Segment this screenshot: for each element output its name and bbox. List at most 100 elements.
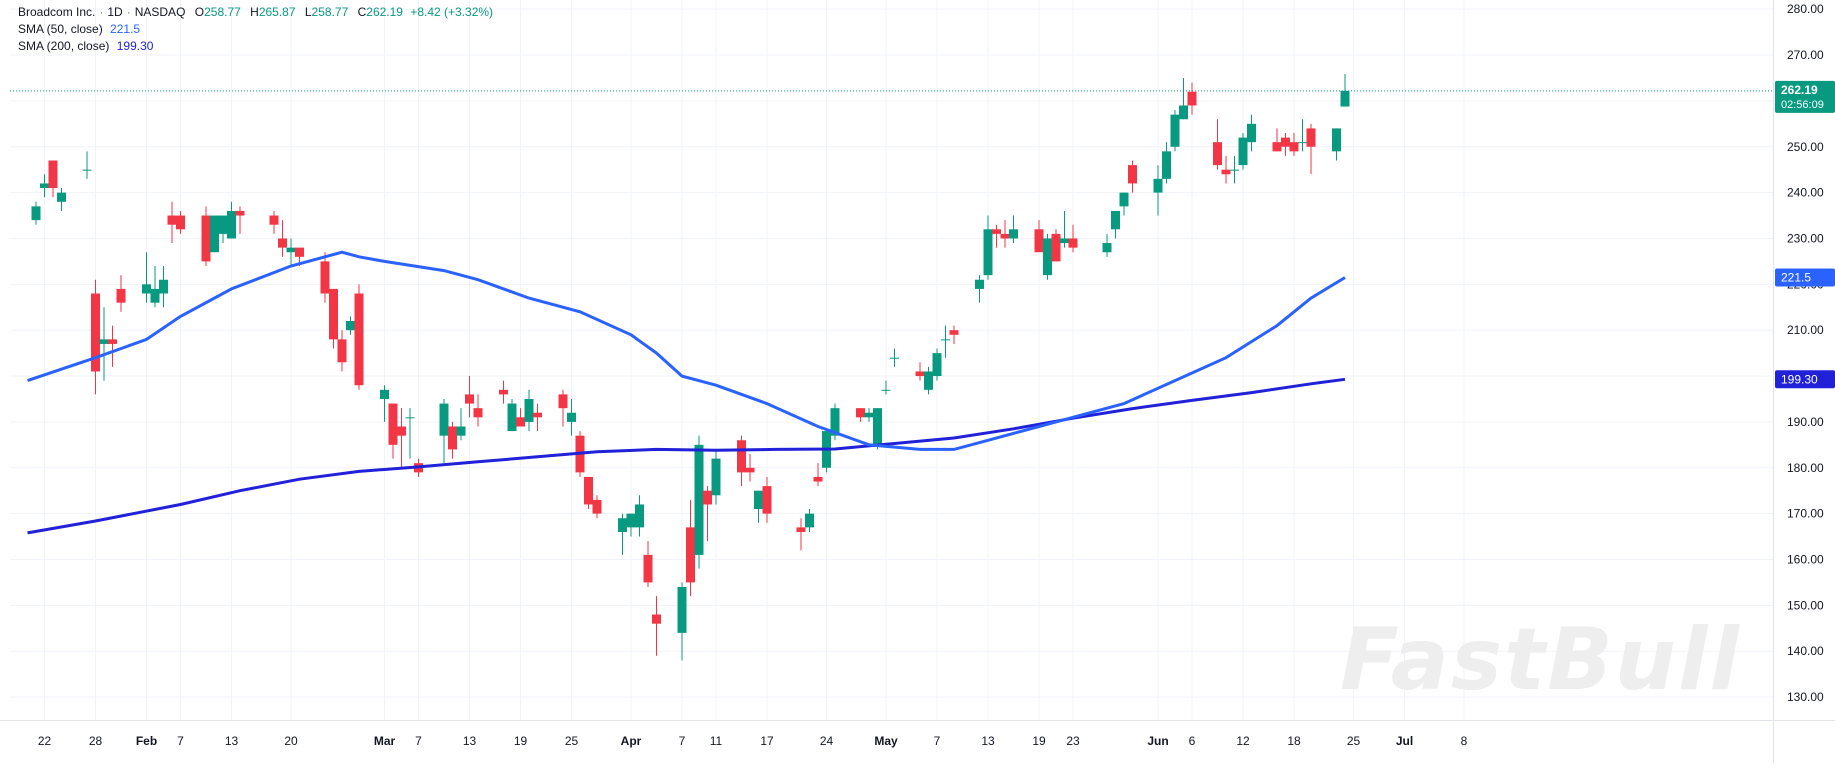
- sma50-tag-text: 221.5: [1781, 270, 1811, 284]
- candle-body-up: [346, 321, 355, 331]
- candle-body-down: [856, 408, 865, 418]
- legend-sma50-row[interactable]: SMA (50, close) 221.5: [18, 21, 493, 38]
- candle-body-down: [949, 330, 959, 335]
- y-tick-label: 170.00: [1787, 507, 1824, 521]
- candle-body-up: [983, 229, 993, 276]
- x-tick-label: Apr: [621, 734, 642, 748]
- x-tick-label: 19: [1032, 734, 1046, 748]
- x-tick-label: 7: [415, 734, 422, 748]
- candle-body-up: [873, 408, 882, 445]
- candle-body-down: [737, 440, 746, 473]
- candle-body-down: [269, 215, 279, 225]
- x-tick-label: Mar: [374, 734, 396, 748]
- candle-body-down: [745, 467, 755, 473]
- candle-body-up: [881, 389, 891, 391]
- candle-body-down: [448, 426, 457, 450]
- candle-body-up: [677, 587, 687, 633]
- y-tick-label: 230.00: [1787, 231, 1824, 245]
- sma200-line: [27, 377, 1346, 535]
- sma200-value: 199.30: [116, 39, 154, 53]
- candle-body-up: [40, 183, 49, 189]
- candle-body-down: [91, 293, 100, 372]
- y-tick-label: 270.00: [1787, 48, 1824, 62]
- candle-body-down: [1187, 91, 1197, 106]
- candle-body-up: [218, 215, 228, 234]
- candle-body-down: [278, 238, 287, 248]
- candle-body-up: [1179, 105, 1188, 120]
- candle-body-down: [176, 215, 185, 230]
- candle-body-up: [830, 408, 840, 436]
- close-label: C: [357, 5, 367, 19]
- candle-body-up: [567, 412, 576, 422]
- y-tick-label: 210.00: [1787, 323, 1824, 337]
- candle-body-down: [762, 486, 772, 514]
- change-value: +8.42 (+3.32%): [410, 5, 494, 19]
- candle-body-up: [507, 403, 517, 432]
- candle-body-down: [337, 339, 347, 363]
- x-tick-label: 24: [820, 734, 834, 748]
- price-tags: 221.5 199.30 262.19 02:56:09: [1775, 80, 1835, 389]
- legend-sma200-row[interactable]: SMA (200, close) 199.30: [18, 38, 493, 55]
- candle-body-up: [1238, 137, 1248, 166]
- candle-body-down: [1128, 165, 1137, 184]
- candle-body-up: [805, 513, 814, 528]
- candle-body-up: [626, 513, 636, 528]
- x-tick-label: 8: [1461, 734, 1468, 748]
- y-tick-label: 250.00: [1787, 140, 1824, 154]
- candle-body-up: [694, 444, 704, 555]
- y-tick-label: 160.00: [1787, 552, 1824, 566]
- sma200-tag-text: 199.30: [1781, 372, 1818, 386]
- sma200-label: SMA (200, close): [18, 39, 110, 53]
- x-tick-label: 13: [463, 734, 477, 748]
- x-tick-label: 12: [1236, 734, 1250, 748]
- grid-lines: [10, 0, 1773, 720]
- candle-body-up: [924, 371, 933, 390]
- x-tick-label: 25: [1347, 734, 1361, 748]
- low-label: L: [304, 5, 312, 19]
- candle-body-up: [82, 169, 92, 171]
- y-tick-label: 190.00: [1787, 415, 1824, 429]
- y-tick-label: 280.00: [1787, 2, 1824, 16]
- x-tick-label: 28: [89, 734, 103, 748]
- x-tick-label: Jul: [1396, 734, 1413, 748]
- x-tick-label: 19: [514, 734, 528, 748]
- candle-body-down: [201, 215, 211, 262]
- candle-body-up: [1162, 151, 1171, 179]
- candle-body-down: [499, 389, 508, 395]
- x-tick-label: May: [874, 734, 898, 748]
- candle-body-down: [652, 614, 661, 624]
- symbol-name[interactable]: Broadcom Inc.: [18, 5, 96, 19]
- candle-body-down: [1000, 233, 1010, 239]
- x-tick-label: 25: [565, 734, 579, 748]
- open-value: 258.77: [204, 5, 241, 19]
- candle-body-down: [516, 417, 525, 427]
- candle-body-down: [813, 476, 823, 482]
- candle-body-up: [1332, 128, 1341, 152]
- candle-body-down: [108, 339, 117, 344]
- candle-body-up: [405, 417, 415, 419]
- candle-body-down: [558, 394, 568, 409]
- x-tick-label: 7: [934, 734, 941, 748]
- sma50-label: SMA (50, close): [18, 22, 103, 36]
- candle-body-down: [1272, 142, 1282, 152]
- candle-body-down: [796, 527, 806, 532]
- last-price-tag-text: 262.19: [1781, 83, 1818, 97]
- x-tick-label: 22: [38, 734, 52, 748]
- candle-body-up: [142, 284, 151, 294]
- candle-body-down: [329, 288, 338, 340]
- interval[interactable]: 1D: [107, 5, 123, 19]
- candle-body-up: [1060, 238, 1069, 244]
- high-value: 265.87: [258, 5, 296, 19]
- candle-body-up: [890, 357, 899, 359]
- candle-body-down: [397, 426, 406, 436]
- candle-body-up: [1340, 90, 1350, 107]
- candle-body-down: [388, 403, 398, 445]
- candle-body-down: [1213, 142, 1222, 166]
- candles: [31, 73, 1350, 661]
- sma50-value: 221.5: [110, 22, 141, 36]
- low-value: 258.77: [311, 5, 349, 19]
- candle-body-up: [1153, 178, 1163, 193]
